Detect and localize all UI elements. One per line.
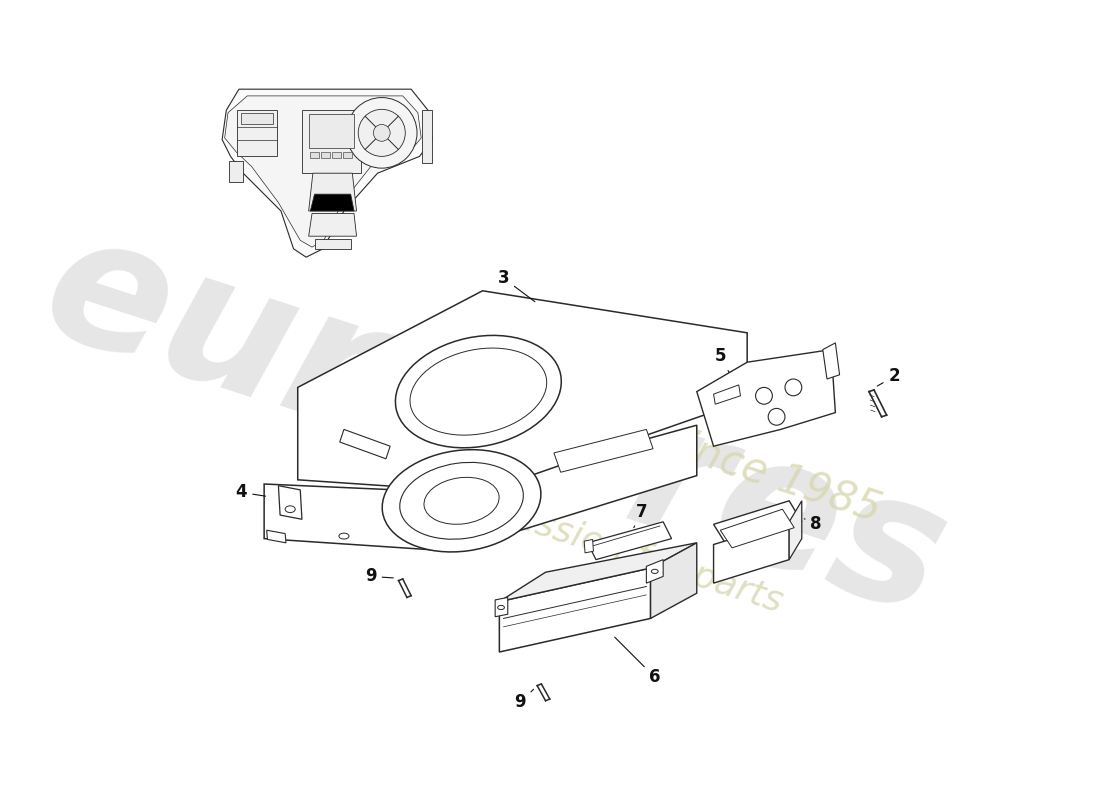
Circle shape	[768, 409, 785, 426]
Polygon shape	[315, 238, 351, 249]
Polygon shape	[499, 568, 650, 652]
Text: 6: 6	[615, 637, 660, 686]
Polygon shape	[714, 501, 802, 545]
Text: 4: 4	[235, 483, 265, 502]
Polygon shape	[650, 543, 696, 618]
Polygon shape	[266, 530, 286, 543]
Circle shape	[373, 125, 390, 142]
Polygon shape	[301, 110, 361, 173]
Ellipse shape	[382, 450, 541, 552]
Polygon shape	[584, 539, 593, 553]
Ellipse shape	[410, 348, 547, 435]
Polygon shape	[309, 214, 356, 236]
Polygon shape	[720, 510, 794, 548]
Polygon shape	[696, 350, 835, 446]
Text: 9: 9	[365, 567, 394, 586]
Polygon shape	[238, 110, 277, 156]
Polygon shape	[587, 522, 672, 560]
Ellipse shape	[339, 533, 349, 539]
Text: 7: 7	[634, 502, 648, 528]
Ellipse shape	[424, 478, 499, 524]
Polygon shape	[789, 501, 802, 560]
Polygon shape	[554, 430, 653, 472]
Polygon shape	[222, 89, 432, 257]
Polygon shape	[264, 426, 696, 551]
Polygon shape	[422, 110, 432, 163]
Polygon shape	[309, 173, 356, 211]
Polygon shape	[298, 290, 747, 493]
Polygon shape	[499, 543, 696, 602]
Polygon shape	[321, 152, 330, 158]
Polygon shape	[823, 343, 839, 379]
Text: 2: 2	[878, 367, 900, 386]
Polygon shape	[714, 522, 789, 583]
Polygon shape	[229, 161, 243, 182]
Polygon shape	[714, 385, 740, 404]
Polygon shape	[310, 152, 319, 158]
Polygon shape	[309, 114, 354, 148]
Polygon shape	[340, 430, 390, 459]
Polygon shape	[495, 598, 508, 617]
Polygon shape	[278, 486, 301, 519]
Polygon shape	[242, 113, 273, 125]
Text: 8: 8	[804, 515, 822, 534]
Circle shape	[756, 387, 772, 404]
Ellipse shape	[651, 570, 658, 574]
Ellipse shape	[399, 462, 524, 539]
Circle shape	[346, 98, 417, 168]
Text: 5: 5	[715, 347, 729, 372]
Polygon shape	[224, 96, 421, 247]
Polygon shape	[332, 152, 341, 158]
Text: since 1985: since 1985	[658, 421, 887, 530]
Text: a passion for parts: a passion for parts	[455, 483, 786, 619]
Ellipse shape	[497, 606, 505, 610]
Circle shape	[785, 379, 802, 396]
Polygon shape	[310, 194, 354, 211]
Ellipse shape	[285, 506, 295, 513]
Text: 9: 9	[515, 690, 534, 711]
Circle shape	[359, 110, 405, 156]
Text: 3: 3	[497, 269, 535, 302]
Polygon shape	[647, 560, 663, 583]
Ellipse shape	[395, 335, 561, 448]
Text: eurØares: eurØares	[24, 198, 967, 653]
Polygon shape	[343, 152, 352, 158]
